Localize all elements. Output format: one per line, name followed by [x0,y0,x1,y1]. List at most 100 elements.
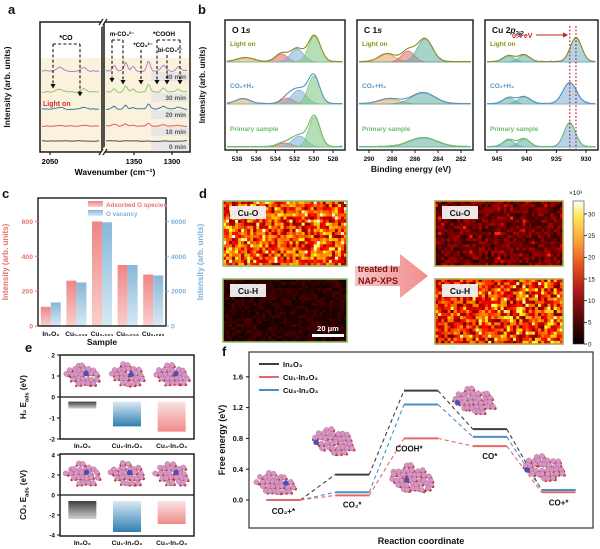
svg-text:Intensity (arb. units): Intensity (arb. units) [198,46,207,123]
svg-text:m-CO₃²⁻: m-CO₃²⁻ [110,31,134,38]
svg-text:290: 290 [364,156,375,163]
svg-text:Cu₀.₀₂₄: Cu₀.₀₂₄ [91,331,114,338]
svg-text:treated in: treated in [358,264,399,274]
molecule-cluster [109,361,146,388]
svg-text:0 min: 0 min [169,144,186,151]
svg-text:0: 0 [588,341,592,348]
colorbar-multiplier: ×10³ [569,190,583,197]
legend-adsorbed-o: Adsorbed O species [106,202,167,209]
bar-o-vacancy [76,282,87,326]
panel-f-energy-diagram: 0.0 0.4 0.8 1.2 1.6 In₂O₃ Cu₁-In₂O₃ Cu₃-In₂O₃ CO… [217,351,594,546]
panel-letter-e: e [25,340,33,355]
map-right-bottom: Cu-H [434,278,564,345]
svg-text:Cu₁-In₂O₃: Cu₁-In₂O₃ [112,540,143,547]
eads-bar [68,401,97,409]
svg-text:532: 532 [289,156,300,163]
eads-bar [157,501,186,524]
svg-text:Light on: Light on [230,41,256,48]
svg-text:Cu 2p3/2: Cu 2p3/2 [492,25,525,38]
svg-text:945: 945 [492,156,503,163]
svg-text:Intensity (arb. units): Intensity (arb. units) [196,223,205,300]
scalebar-label: 20 μm [317,324,339,333]
map-label: Cu-H [238,286,258,296]
state-label: CO₂+* [272,507,296,516]
svg-text:Light on: Light on [490,41,516,48]
map-left-bottom: Cu-H [222,278,348,343]
svg-text:C 1s: C 1s [364,25,382,35]
svg-text:2: 2 [51,472,55,479]
legend-entry: In₂O₃ [283,360,303,369]
svg-text:1.6: 1.6 [233,372,243,381]
svg-text:0.0: 0.0 [233,496,243,505]
svg-text:1300: 1300 [164,157,181,166]
svg-text:930: 930 [581,156,592,163]
bar-adsorbed-o [117,265,128,326]
svg-text:288: 288 [387,156,398,163]
bar-adsorbed-o [66,280,77,326]
svg-text:Binding energy (eV): Binding energy (eV) [371,164,451,174]
svg-text:In₂O₃: In₂O₃ [74,540,91,547]
bar-o-vacancy [127,265,138,326]
bar-adsorbed-o [40,306,51,326]
legend-entry: Cu₁-In₂O₃ [283,373,318,382]
svg-text:bi-CO₃²⁻: bi-CO₃²⁻ [158,47,182,54]
svg-text:Cu₃-In₂O₃: Cu₃-In₂O₃ [156,540,187,547]
svg-text:CO₂+H₂: CO₂+H₂ [230,83,254,90]
svg-text:1: 1 [51,373,55,380]
svg-text:Light on: Light on [362,41,388,48]
svg-text:*CO₃²⁻: *CO₃²⁻ [133,42,152,49]
svg-text:0.4: 0.4 [233,465,244,474]
svg-text:Intensity (arb. units): Intensity (arb. units) [2,46,12,127]
molecule-cluster [153,362,191,387]
colorbar [572,200,585,345]
svg-text:286: 286 [410,156,421,163]
svg-text:*CO: *CO [59,35,73,42]
panel-letter-b: b [198,2,206,17]
map-right-top: Cu-O [434,200,564,267]
shift-annotation: 0.4 eV [512,33,533,40]
panel-b-xps-charts: Light on CO₂+H₂ Primary sample O 1s 538 536 53… [198,19,599,174]
svg-text:-2: -2 [49,436,55,443]
svg-text:-1: -1 [49,415,55,422]
svg-text:Primary sample: Primary sample [230,126,279,133]
map-label: Cu-O [450,208,471,218]
svg-text:O 1s: O 1s [232,25,251,35]
bar-o-vacancy [50,302,61,326]
svg-text:-2: -2 [49,512,55,519]
svg-text:20 min: 20 min [165,112,186,119]
svg-text:600: 600 [22,219,34,226]
svg-text:536: 536 [251,156,262,163]
svg-text:Cu₀.₀₄₆: Cu₀.₀₄₆ [116,331,139,338]
svg-text:5: 5 [588,320,592,327]
molecule-cluster [63,362,101,388]
bar-adsorbed-o [143,274,154,326]
panel-c-bar-chart: In₂O₃ Cu₀.₀₁₃ Cu₀.₀₂₄ Cu₀.₀₄₆ Cu₀.₀₈₂ 0 200 400… [1,197,205,347]
svg-text:Primary sample: Primary sample [490,126,539,133]
svg-text:30: 30 [588,211,596,218]
svg-text:NAP-XPS: NAP-XPS [358,276,398,286]
svg-text:H₂ Eads (eV): H₂ Eads (eV) [19,375,31,419]
svg-text:10 min: 10 min [165,129,186,136]
svg-text:30 min: 30 min [165,95,186,102]
svg-text:10: 10 [588,298,596,305]
map-label: Cu-O [238,208,259,218]
bar-o-vacancy [153,275,164,326]
svg-text:2050: 2050 [42,157,59,166]
svg-text:6000: 6000 [171,219,186,226]
svg-text:Intensity (arb. units): Intensity (arb. units) [1,223,10,300]
svg-text:Reaction coordinate: Reaction coordinate [378,536,465,546]
svg-text:25: 25 [588,233,596,240]
svg-text:0: 0 [171,324,175,331]
state-label: CO+* [549,498,570,507]
scalebar [312,334,344,337]
svg-text:In₂O₃: In₂O₃ [42,331,59,338]
svg-text:0: 0 [51,394,55,401]
state-label: CO* [482,452,498,461]
map-left-top: Cu-O [222,200,348,267]
svg-text:0: 0 [51,492,55,499]
light-on-label: Light on [43,101,71,108]
svg-text:530: 530 [308,156,319,163]
eads-bar [68,501,97,519]
svg-text:200: 200 [22,289,34,296]
